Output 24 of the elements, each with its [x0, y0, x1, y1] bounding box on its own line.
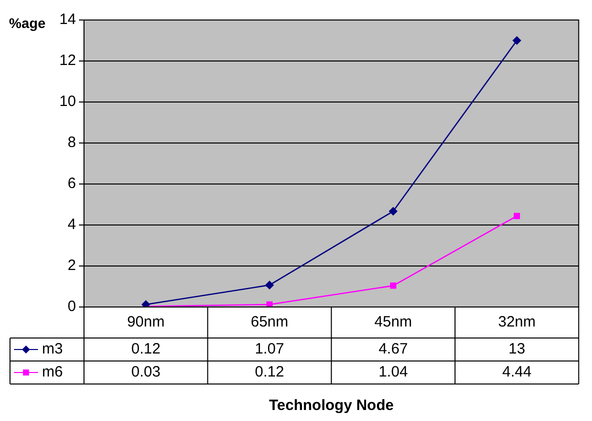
y-tick-label: 2 [68, 257, 76, 274]
y-axis-title: %age [9, 14, 46, 31]
data-label: 0.12 [254, 364, 284, 381]
x-tick-label: 45nm [374, 314, 412, 331]
data-label: 0.12 [131, 340, 160, 358]
legend-label: m3 [42, 340, 63, 358]
data-label: 4.67 [378, 340, 408, 358]
y-tick-label: 12 [59, 52, 76, 70]
y-tick-label: 4 [68, 216, 76, 234]
x-axis-title: Technology Node [268, 397, 394, 414]
x-tick-label: 90nm [127, 314, 165, 331]
data-label: 0.03 [131, 364, 160, 381]
y-tick-label: 14 [59, 11, 76, 28]
y-tick-label: 0 [68, 298, 76, 316]
x-tick-label: 32nm [498, 314, 536, 331]
data-label: 4.44 [502, 364, 532, 381]
data-label: 1.07 [254, 340, 284, 358]
data-label: 13 [508, 340, 526, 358]
legend-label: m6 [42, 364, 63, 381]
y-tick-label: 8 [68, 134, 76, 152]
y-tick-label: 10 [59, 93, 76, 110]
data-label: 1.04 [378, 364, 408, 381]
y-tick-label: 6 [68, 175, 76, 192]
x-tick-label: 65nm [250, 314, 288, 331]
